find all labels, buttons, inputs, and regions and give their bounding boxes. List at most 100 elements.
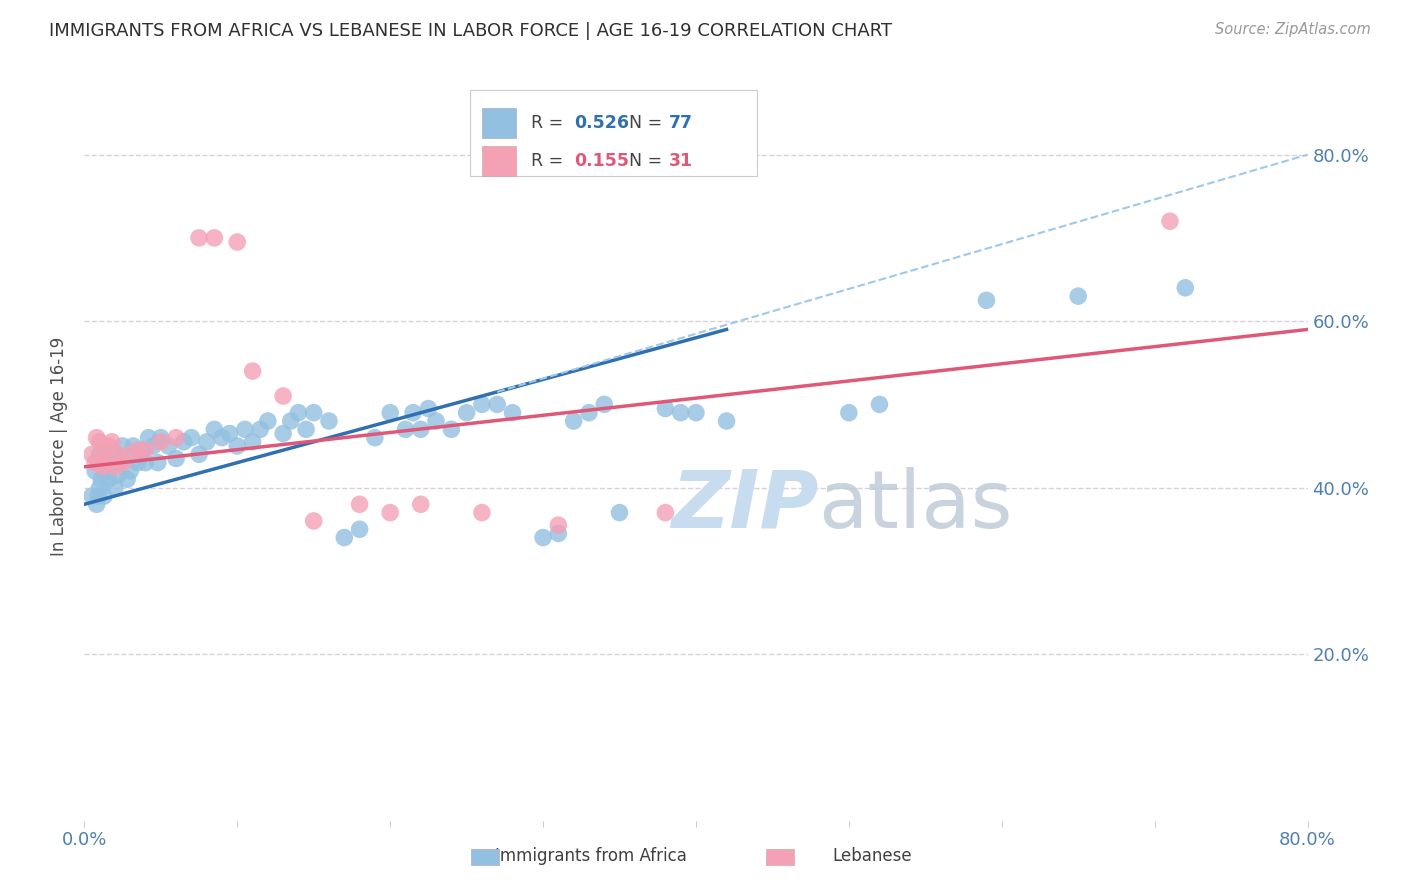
- Y-axis label: In Labor Force | Age 16-19: In Labor Force | Age 16-19: [51, 336, 69, 556]
- Text: N =: N =: [628, 114, 668, 132]
- Point: [1174, 281, 1197, 295]
- Point: [97, 472, 120, 486]
- Point: [609, 506, 631, 520]
- Point: [271, 389, 294, 403]
- Point: [409, 422, 432, 436]
- Point: [120, 447, 142, 461]
- Point: [107, 468, 129, 483]
- Point: [380, 506, 402, 520]
- Point: [295, 422, 318, 436]
- Point: [188, 231, 211, 245]
- Bar: [482, 145, 516, 176]
- Text: 77: 77: [669, 114, 693, 132]
- Point: [180, 431, 202, 445]
- Point: [90, 472, 112, 486]
- Point: [257, 414, 280, 428]
- Point: [302, 514, 325, 528]
- Point: [349, 497, 371, 511]
- Point: [87, 489, 110, 503]
- Point: [142, 439, 165, 453]
- Point: [84, 456, 107, 470]
- Point: [654, 401, 676, 416]
- Text: Immigrants from Africa: Immigrants from Africa: [495, 847, 686, 865]
- Text: ZIP: ZIP: [671, 467, 818, 545]
- Point: [115, 472, 138, 486]
- Bar: [470, 90, 758, 177]
- Point: [869, 397, 891, 411]
- Point: [89, 434, 111, 449]
- Point: [111, 451, 134, 466]
- Point: [96, 447, 118, 461]
- Point: [120, 464, 142, 478]
- Point: [669, 406, 692, 420]
- Point: [195, 434, 218, 449]
- Point: [89, 447, 111, 461]
- Point: [135, 443, 157, 458]
- Point: [149, 431, 172, 445]
- Point: [87, 456, 110, 470]
- Point: [101, 456, 124, 470]
- Point: [226, 235, 249, 249]
- Point: [188, 447, 211, 461]
- Text: IMMIGRANTS FROM AFRICA VS LEBANESE IN LABOR FORCE | AGE 16-19 CORRELATION CHART: IMMIGRANTS FROM AFRICA VS LEBANESE IN LA…: [49, 22, 893, 40]
- Point: [138, 431, 160, 445]
- Point: [127, 456, 149, 470]
- Point: [333, 531, 356, 545]
- Point: [149, 434, 172, 449]
- Point: [89, 481, 111, 495]
- Point: [107, 447, 129, 461]
- Point: [318, 414, 340, 428]
- Point: [418, 401, 440, 416]
- Text: Lebanese: Lebanese: [832, 847, 911, 865]
- Text: N =: N =: [628, 152, 668, 169]
- Point: [547, 518, 569, 533]
- Point: [302, 406, 325, 420]
- Point: [486, 397, 509, 411]
- Point: [104, 459, 127, 474]
- Point: [104, 481, 127, 495]
- Point: [97, 439, 120, 453]
- Point: [271, 426, 294, 441]
- Point: [84, 464, 107, 478]
- Point: [578, 406, 600, 420]
- Point: [502, 406, 524, 420]
- Point: [471, 397, 494, 411]
- Point: [531, 531, 554, 545]
- Point: [111, 456, 134, 470]
- Point: [364, 431, 387, 445]
- Point: [127, 443, 149, 458]
- Point: [456, 406, 478, 420]
- Point: [349, 522, 371, 536]
- Point: [165, 431, 187, 445]
- Point: [402, 406, 425, 420]
- Text: 0.526: 0.526: [574, 114, 628, 132]
- Point: [233, 422, 256, 436]
- Point: [547, 526, 569, 541]
- Point: [80, 489, 103, 503]
- Point: [165, 451, 187, 466]
- Point: [80, 447, 103, 461]
- Point: [91, 459, 114, 474]
- Point: [654, 506, 676, 520]
- Text: 0.155: 0.155: [574, 152, 628, 169]
- Text: R =: R =: [531, 152, 568, 169]
- Point: [425, 414, 447, 428]
- Point: [173, 434, 195, 449]
- Point: [157, 439, 180, 453]
- Text: Source: ZipAtlas.com: Source: ZipAtlas.com: [1215, 22, 1371, 37]
- Point: [96, 456, 118, 470]
- Point: [202, 231, 225, 245]
- Point: [122, 439, 145, 453]
- Point: [242, 364, 264, 378]
- Point: [838, 406, 860, 420]
- Text: R =: R =: [531, 114, 568, 132]
- Point: [394, 422, 416, 436]
- Point: [716, 414, 738, 428]
- Point: [409, 497, 432, 511]
- Point: [976, 293, 998, 308]
- Point: [280, 414, 302, 428]
- Point: [242, 434, 264, 449]
- Point: [218, 426, 240, 441]
- Point: [111, 439, 134, 453]
- Point: [1067, 289, 1090, 303]
